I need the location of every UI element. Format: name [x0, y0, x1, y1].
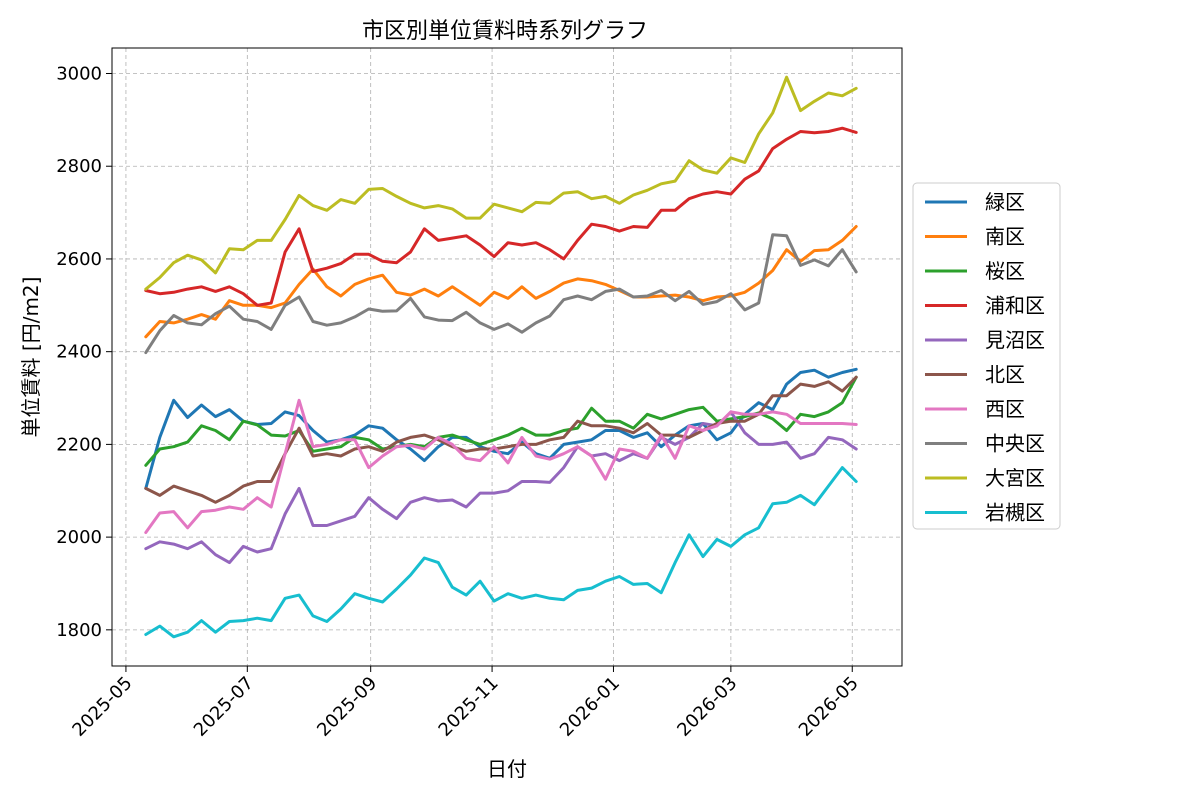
series-line [144, 233, 858, 355]
grid [112, 48, 902, 666]
y-tick-label: 2400 [56, 342, 102, 363]
series-line [144, 75, 858, 291]
legend-label: 西区 [985, 397, 1025, 421]
y-tick-label: 1800 [56, 620, 102, 641]
legend-label: 南区 [985, 225, 1025, 249]
y-tick-label: 3000 [56, 63, 102, 84]
x-axis-title: 日付 [487, 757, 527, 781]
y-tick-label: 2600 [56, 249, 102, 270]
series-line [144, 398, 858, 534]
legend-label: 岩槻区 [985, 501, 1045, 525]
legend-label: 緑区 [985, 190, 1025, 214]
y-axis-title: 単位賃料 [円/m2] [19, 277, 43, 438]
legend-label: 見沼区 [985, 328, 1045, 352]
chart-title: 市区別単位賃料時系列グラフ [362, 19, 648, 44]
series-line [144, 126, 858, 307]
series-line [144, 375, 858, 467]
y-tick-label: 2000 [56, 527, 102, 548]
legend-label: 桜区 [985, 259, 1025, 283]
series-line [144, 225, 858, 339]
series-line [144, 466, 858, 639]
legend-label: 北区 [985, 363, 1025, 387]
y-tick-label: 2800 [56, 156, 102, 177]
legend-label: 大宮区 [985, 466, 1045, 490]
y-tick-label: 2200 [56, 434, 102, 455]
legend-label: 浦和区 [985, 294, 1045, 318]
plot-series [144, 75, 858, 639]
plot-frame [111, 47, 903, 667]
legend-label: 中央区 [985, 432, 1045, 456]
series-line [144, 375, 858, 504]
